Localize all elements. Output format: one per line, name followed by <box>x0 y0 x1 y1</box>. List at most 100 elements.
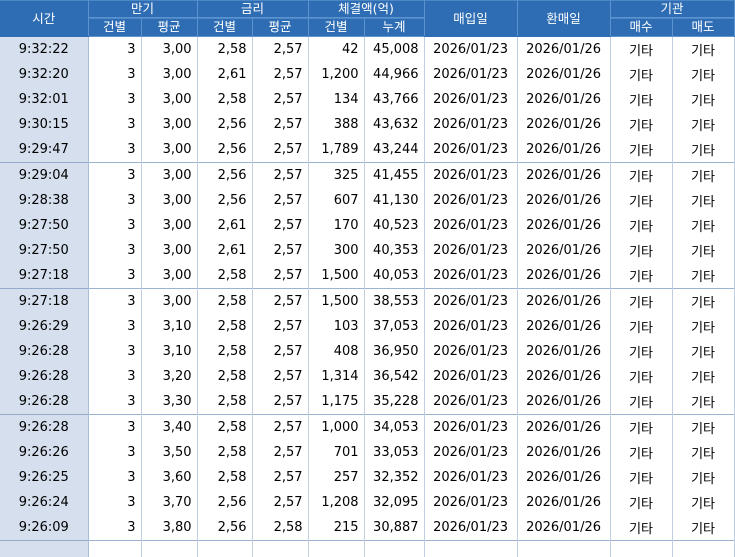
header-maturity-each[interactable]: 건별 <box>88 18 141 37</box>
table-row-partial[interactable] <box>0 541 735 557</box>
cell-buy-date: 2026/01/23 <box>424 289 517 315</box>
header-row-sub: 건별 평균 건별 평균 건별 누계 매수 매도 <box>0 18 735 37</box>
header-group-maturity[interactable]: 만기 <box>88 0 197 18</box>
cell-institution-buy: 기타 <box>610 213 672 238</box>
header-time[interactable]: 시간 <box>0 0 88 37</box>
cell-maturity-each: 3 <box>88 289 141 315</box>
cell-rate-avg: 2,57 <box>252 415 308 441</box>
cell-time: 9:29:47 <box>0 137 88 163</box>
cell-maturity-each: 3 <box>88 440 141 465</box>
cell-maturity-avg-partial <box>141 541 197 557</box>
header-maturity-avg[interactable]: 평균 <box>141 18 197 37</box>
cell-buy-date: 2026/01/23 <box>424 490 517 515</box>
header-amount-cumulative[interactable]: 누계 <box>364 18 424 37</box>
cell-rate-each: 2,58 <box>197 37 252 63</box>
cell-institution-sell: 기타 <box>672 263 734 289</box>
cell-rate-each: 2,58 <box>197 314 252 339</box>
cell-buy-date: 2026/01/23 <box>424 112 517 137</box>
cell-time: 9:26:28 <box>0 364 88 389</box>
cell-institution-sell: 기타 <box>672 364 734 389</box>
header-rate-each[interactable]: 건별 <box>197 18 252 37</box>
cell-institution-sell: 기타 <box>672 163 734 189</box>
cell-institution-sell-partial <box>672 541 734 557</box>
cell-amount-cumulative: 41,130 <box>364 188 424 213</box>
cell-amount-each: 1,000 <box>308 415 364 441</box>
cell-maturity-each: 3 <box>88 213 141 238</box>
cell-rate-each: 2,58 <box>197 289 252 315</box>
cell-amount-cumulative: 43,766 <box>364 87 424 112</box>
cell-maturity-avg: 3,70 <box>141 490 197 515</box>
cell-amount-each: 1,314 <box>308 364 364 389</box>
cell-institution-buy: 기타 <box>610 188 672 213</box>
cell-institution-sell: 기타 <box>672 188 734 213</box>
cell-institution-buy: 기타 <box>610 490 672 515</box>
cell-redeem-date: 2026/01/26 <box>517 440 610 465</box>
cell-maturity-each: 3 <box>88 415 141 441</box>
cell-maturity-avg: 3,80 <box>141 515 197 541</box>
cell-amount-cumulative: 43,632 <box>364 112 424 137</box>
cell-amount-each: 103 <box>308 314 364 339</box>
header-group-institution[interactable]: 기관 <box>610 0 734 18</box>
cell-rate-avg: 2,58 <box>252 515 308 541</box>
cell-amount-each: 388 <box>308 112 364 137</box>
cell-institution-buy: 기타 <box>610 62 672 87</box>
cell-buy-date: 2026/01/23 <box>424 163 517 189</box>
cell-time: 9:27:18 <box>0 263 88 289</box>
cell-redeem-date: 2026/01/26 <box>517 339 610 364</box>
cell-redeem-date-partial <box>517 541 610 557</box>
cell-maturity-each: 3 <box>88 490 141 515</box>
cell-institution-sell: 기타 <box>672 37 734 63</box>
cell-institution-sell: 기타 <box>672 490 734 515</box>
cell-institution-sell: 기타 <box>672 440 734 465</box>
cell-redeem-date: 2026/01/26 <box>517 137 610 163</box>
cell-rate-avg: 2,57 <box>252 137 308 163</box>
cell-time: 9:30:15 <box>0 112 88 137</box>
header-institution-sell[interactable]: 매도 <box>672 18 734 37</box>
cell-maturity-avg: 3,60 <box>141 465 197 490</box>
header-rate-avg[interactable]: 평균 <box>252 18 308 37</box>
cell-rate-avg: 2,57 <box>252 389 308 415</box>
cell-amount-cumulative: 45,008 <box>364 37 424 63</box>
cell-rate-each-partial <box>197 541 252 557</box>
cell-institution-buy: 기타 <box>610 112 672 137</box>
cell-time: 9:32:01 <box>0 87 88 112</box>
header-redeem-date[interactable]: 환매일 <box>517 0 610 37</box>
cell-buy-date: 2026/01/23 <box>424 37 517 63</box>
header-group-amount[interactable]: 체결액(억) <box>308 0 424 18</box>
cell-buy-date: 2026/01/23 <box>424 415 517 441</box>
header-group-rate[interactable]: 금리 <box>197 0 308 18</box>
cell-maturity-each: 3 <box>88 37 141 63</box>
cell-maturity-each: 3 <box>88 263 141 289</box>
cell-amount-each: 325 <box>308 163 364 189</box>
cell-maturity-avg: 3,10 <box>141 314 197 339</box>
header-buy-date[interactable]: 매입일 <box>424 0 517 37</box>
header-institution-buy[interactable]: 매수 <box>610 18 672 37</box>
cell-amount-cumulative: 34,053 <box>364 415 424 441</box>
cell-redeem-date: 2026/01/26 <box>517 112 610 137</box>
header-amount-each[interactable]: 건별 <box>308 18 364 37</box>
trade-table-grid[interactable]: 시간 만기 금리 체결액(억) 매입일 환매일 기관 자금 건별 평균 건별 평… <box>0 0 735 405</box>
cell-rate-avg: 2,57 <box>252 188 308 213</box>
cell-maturity-avg: 3,00 <box>141 87 197 112</box>
cell-institution-sell: 기타 <box>672 289 734 315</box>
